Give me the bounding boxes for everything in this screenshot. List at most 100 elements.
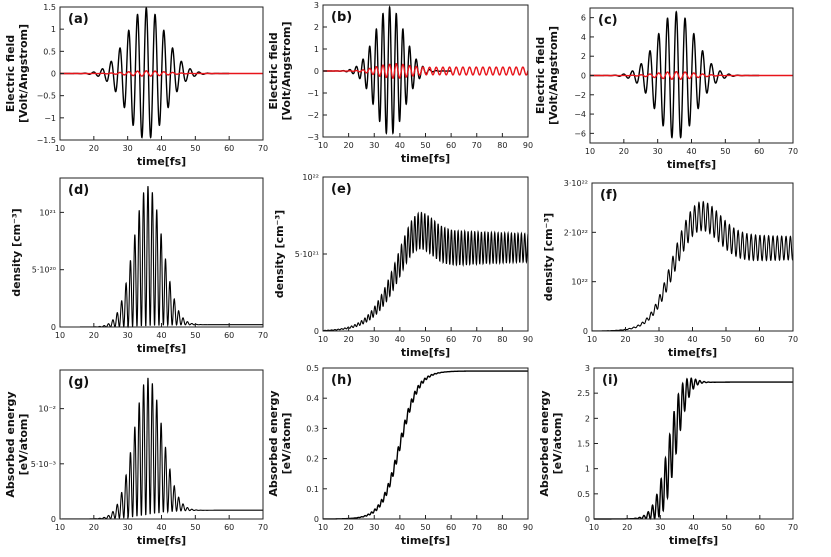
y-tick-label: 2 — [581, 52, 586, 61]
y-tick-label: 1.5 — [43, 3, 56, 12]
x-tick-label: 70 — [472, 141, 482, 150]
panel-label: (a) — [68, 12, 89, 27]
x-tick-label: 30 — [655, 523, 665, 532]
x-tick-label: 70 — [258, 331, 268, 340]
y-tick-label: 2.5 — [577, 389, 590, 398]
panel-label: (e) — [331, 182, 352, 197]
x-tick-label: 20 — [344, 141, 354, 150]
series-line-e-0 — [323, 211, 529, 332]
y-tick-label: 5·10²⁰ — [32, 266, 56, 275]
y-tick-label: 0.1 — [306, 485, 319, 494]
y-tick-label: 2 — [585, 414, 590, 423]
panel-label: (h) — [331, 373, 352, 388]
y-axis-label: [eV/atom] — [280, 413, 293, 475]
panel-label: (d) — [68, 183, 89, 198]
x-tick-label: 20 — [89, 331, 99, 340]
y-tick-label: 0 — [51, 515, 56, 524]
x-tick-label: 20 — [619, 147, 629, 156]
chart-panel-d: 10 20 30 40 50 60 70 0 5·10²⁰ 10²¹ time[fs] density… — [10, 177, 268, 355]
x-tick-label: 10 — [55, 331, 65, 340]
y-tick-label: 1 — [51, 25, 56, 34]
y-tick-label: 0 — [314, 67, 319, 76]
x-tick-label: 30 — [123, 523, 133, 532]
x-tick-label: 40 — [395, 335, 405, 344]
y-tick-label: 1.5 — [577, 440, 590, 449]
y-tick-label: 2 — [314, 23, 319, 32]
y-tick-label: 0.5 — [577, 490, 590, 499]
y-axis-label: [Volt/Angstrom] — [17, 24, 30, 123]
x-tick-label: 60 — [446, 141, 456, 150]
series-line-b-1 — [323, 62, 529, 79]
x-axis-label: time[fs] — [401, 534, 450, 547]
y-tick-label: −1 — [44, 114, 56, 123]
y-tick-label: −2 — [307, 111, 319, 120]
x-tick-label: 40 — [688, 523, 698, 532]
x-tick-label: 20 — [620, 335, 630, 344]
x-tick-label: 20 — [89, 144, 99, 153]
x-tick-label: 60 — [754, 335, 764, 344]
y-tick-label: −6 — [574, 129, 586, 138]
x-tick-label: 40 — [686, 147, 696, 156]
x-tick-label: 40 — [687, 335, 697, 344]
x-tick-label: 50 — [420, 141, 430, 150]
x-tick-label: 50 — [722, 523, 732, 532]
y-tick-label: 0 — [581, 72, 586, 81]
y-axis-label: [eV/atom] — [17, 414, 30, 476]
chart-panel-f: 10 20 30 40 50 60 70 0 10²² 2·10²² 3·10²² time[fs] d… — [542, 179, 798, 359]
x-tick-label: 10 — [55, 523, 65, 532]
x-tick-label: 60 — [224, 331, 234, 340]
x-axis-label: time[fs] — [401, 346, 450, 359]
series-line-i-0 — [594, 377, 793, 520]
x-tick-label: 90 — [523, 523, 533, 532]
y-axis-label: Electric field — [267, 32, 280, 109]
x-tick-label: 30 — [123, 144, 133, 153]
y-axis-label: Absorbed energy — [4, 391, 17, 497]
panel-label: (g) — [68, 375, 89, 390]
x-tick-label: 60 — [755, 523, 765, 532]
chart-panel-i: 10 20 30 40 50 60 70 0 0.5 1 1.5 2 2.5 3 time[fs] Absor… — [538, 364, 798, 547]
y-tick-label: 0 — [51, 323, 56, 332]
x-axis-label: time[fs] — [401, 152, 450, 165]
y-tick-label: −4 — [574, 110, 586, 119]
x-tick-label: 10 — [318, 141, 328, 150]
y-axis-label: Absorbed energy — [538, 390, 551, 496]
x-axis-label: time[fs] — [669, 534, 718, 547]
y-tick-label: 0 — [314, 327, 319, 336]
panel-label: (b) — [331, 10, 352, 25]
x-tick-label: 10 — [55, 144, 65, 153]
x-tick-label: 50 — [721, 335, 731, 344]
x-tick-label: 30 — [369, 523, 379, 532]
x-axis-label: time[fs] — [668, 346, 717, 359]
panel-label: (f) — [600, 188, 618, 203]
y-tick-label: −1.5 — [37, 136, 56, 145]
series-line-g-0 — [60, 377, 263, 520]
x-tick-label: 90 — [523, 335, 533, 344]
y-tick-label: −2 — [574, 91, 586, 100]
x-tick-label: 80 — [497, 141, 507, 150]
x-tick-label: 40 — [156, 144, 166, 153]
y-tick-label: 0.5 — [43, 47, 56, 56]
panel-label: (i) — [602, 373, 618, 388]
x-tick-label: 50 — [720, 147, 730, 156]
y-tick-label: 0 — [585, 515, 590, 524]
x-tick-label: 40 — [395, 141, 405, 150]
y-tick-label: 6 — [581, 14, 586, 23]
x-tick-label: 10 — [587, 335, 597, 344]
x-tick-label: 70 — [258, 523, 268, 532]
plot-frame-i — [593, 367, 794, 520]
x-tick-label: 20 — [344, 523, 354, 532]
x-tick-label: 80 — [497, 335, 507, 344]
x-tick-label: 40 — [395, 523, 405, 532]
y-tick-label: 3 — [314, 1, 319, 10]
x-axis-label: time[fs] — [137, 534, 186, 547]
chart-panel-e: 10 20 30 40 50 60 70 80 90 0 5·10²¹ 10²² time[fs] den… — [273, 173, 533, 359]
x-tick-label: 70 — [788, 523, 798, 532]
series-line-h-0 — [323, 370, 528, 520]
y-axis-label: Electric field — [534, 37, 547, 114]
x-tick-label: 30 — [123, 331, 133, 340]
x-tick-label: 10 — [318, 335, 328, 344]
x-axis-label: time[fs] — [137, 155, 186, 168]
x-tick-label: 90 — [523, 141, 533, 150]
y-tick-label: 10²¹ — [39, 208, 56, 217]
x-tick-label: 10 — [589, 523, 599, 532]
